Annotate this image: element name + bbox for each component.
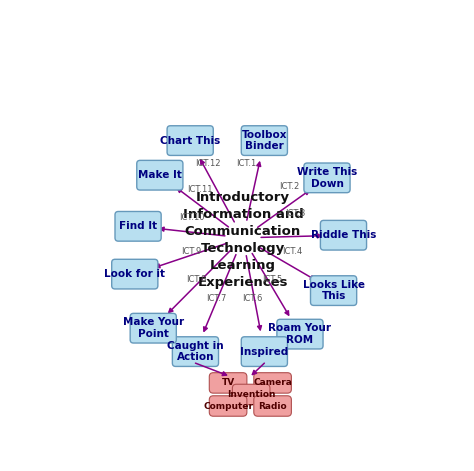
Text: Looks Like
This: Looks Like This xyxy=(302,280,365,301)
FancyBboxPatch shape xyxy=(112,259,158,289)
FancyBboxPatch shape xyxy=(167,126,213,155)
FancyBboxPatch shape xyxy=(320,220,366,250)
Text: ICT.4: ICT.4 xyxy=(282,247,302,256)
Text: Find It: Find It xyxy=(119,221,157,231)
Text: Chart This: Chart This xyxy=(160,136,220,146)
Text: Invention: Invention xyxy=(227,390,275,399)
FancyBboxPatch shape xyxy=(254,396,292,416)
Text: ICT.7: ICT.7 xyxy=(206,294,226,303)
Text: ICT.2: ICT.2 xyxy=(279,182,300,191)
Text: Camera: Camera xyxy=(253,378,292,388)
Text: Riddle This: Riddle This xyxy=(311,230,376,240)
Text: Radio: Radio xyxy=(258,401,287,411)
Text: Roam Your
ROM: Roam Your ROM xyxy=(268,323,331,345)
Text: Inspired: Inspired xyxy=(240,347,289,357)
Text: Make Your
Point: Make Your Point xyxy=(123,317,184,339)
Text: Introductory
Information and
Communication
Technology
Learning
Experiences: Introductory Information and Communicati… xyxy=(182,190,303,289)
Text: TV: TV xyxy=(221,378,235,388)
FancyBboxPatch shape xyxy=(277,319,323,349)
Text: Make It: Make It xyxy=(138,170,182,180)
FancyBboxPatch shape xyxy=(304,163,350,193)
FancyBboxPatch shape xyxy=(137,161,183,190)
Text: ICT.11: ICT.11 xyxy=(187,185,213,194)
FancyBboxPatch shape xyxy=(173,337,219,366)
Text: Toolbox
Binder: Toolbox Binder xyxy=(242,130,287,151)
Text: ICT.12: ICT.12 xyxy=(196,159,221,168)
Text: Look for it: Look for it xyxy=(104,269,165,279)
FancyBboxPatch shape xyxy=(254,373,292,393)
Text: ICT.10: ICT.10 xyxy=(179,213,204,222)
FancyBboxPatch shape xyxy=(130,313,176,343)
FancyBboxPatch shape xyxy=(210,373,247,393)
Text: ICT.9: ICT.9 xyxy=(182,247,201,256)
FancyBboxPatch shape xyxy=(210,396,247,416)
FancyBboxPatch shape xyxy=(241,126,287,155)
FancyBboxPatch shape xyxy=(310,276,356,306)
Text: ICT.8: ICT.8 xyxy=(187,275,207,284)
Text: Caught in
Action: Caught in Action xyxy=(167,341,224,362)
FancyBboxPatch shape xyxy=(115,211,161,241)
FancyBboxPatch shape xyxy=(232,384,270,405)
Text: Write This
Down: Write This Down xyxy=(297,167,357,189)
Text: ICT.1: ICT.1 xyxy=(236,159,256,168)
Text: ICT.3: ICT.3 xyxy=(285,209,305,218)
FancyBboxPatch shape xyxy=(241,337,287,366)
Text: Computer: Computer xyxy=(203,401,253,411)
Text: ICT.5: ICT.5 xyxy=(263,275,283,284)
Text: ICT.6: ICT.6 xyxy=(242,294,262,303)
